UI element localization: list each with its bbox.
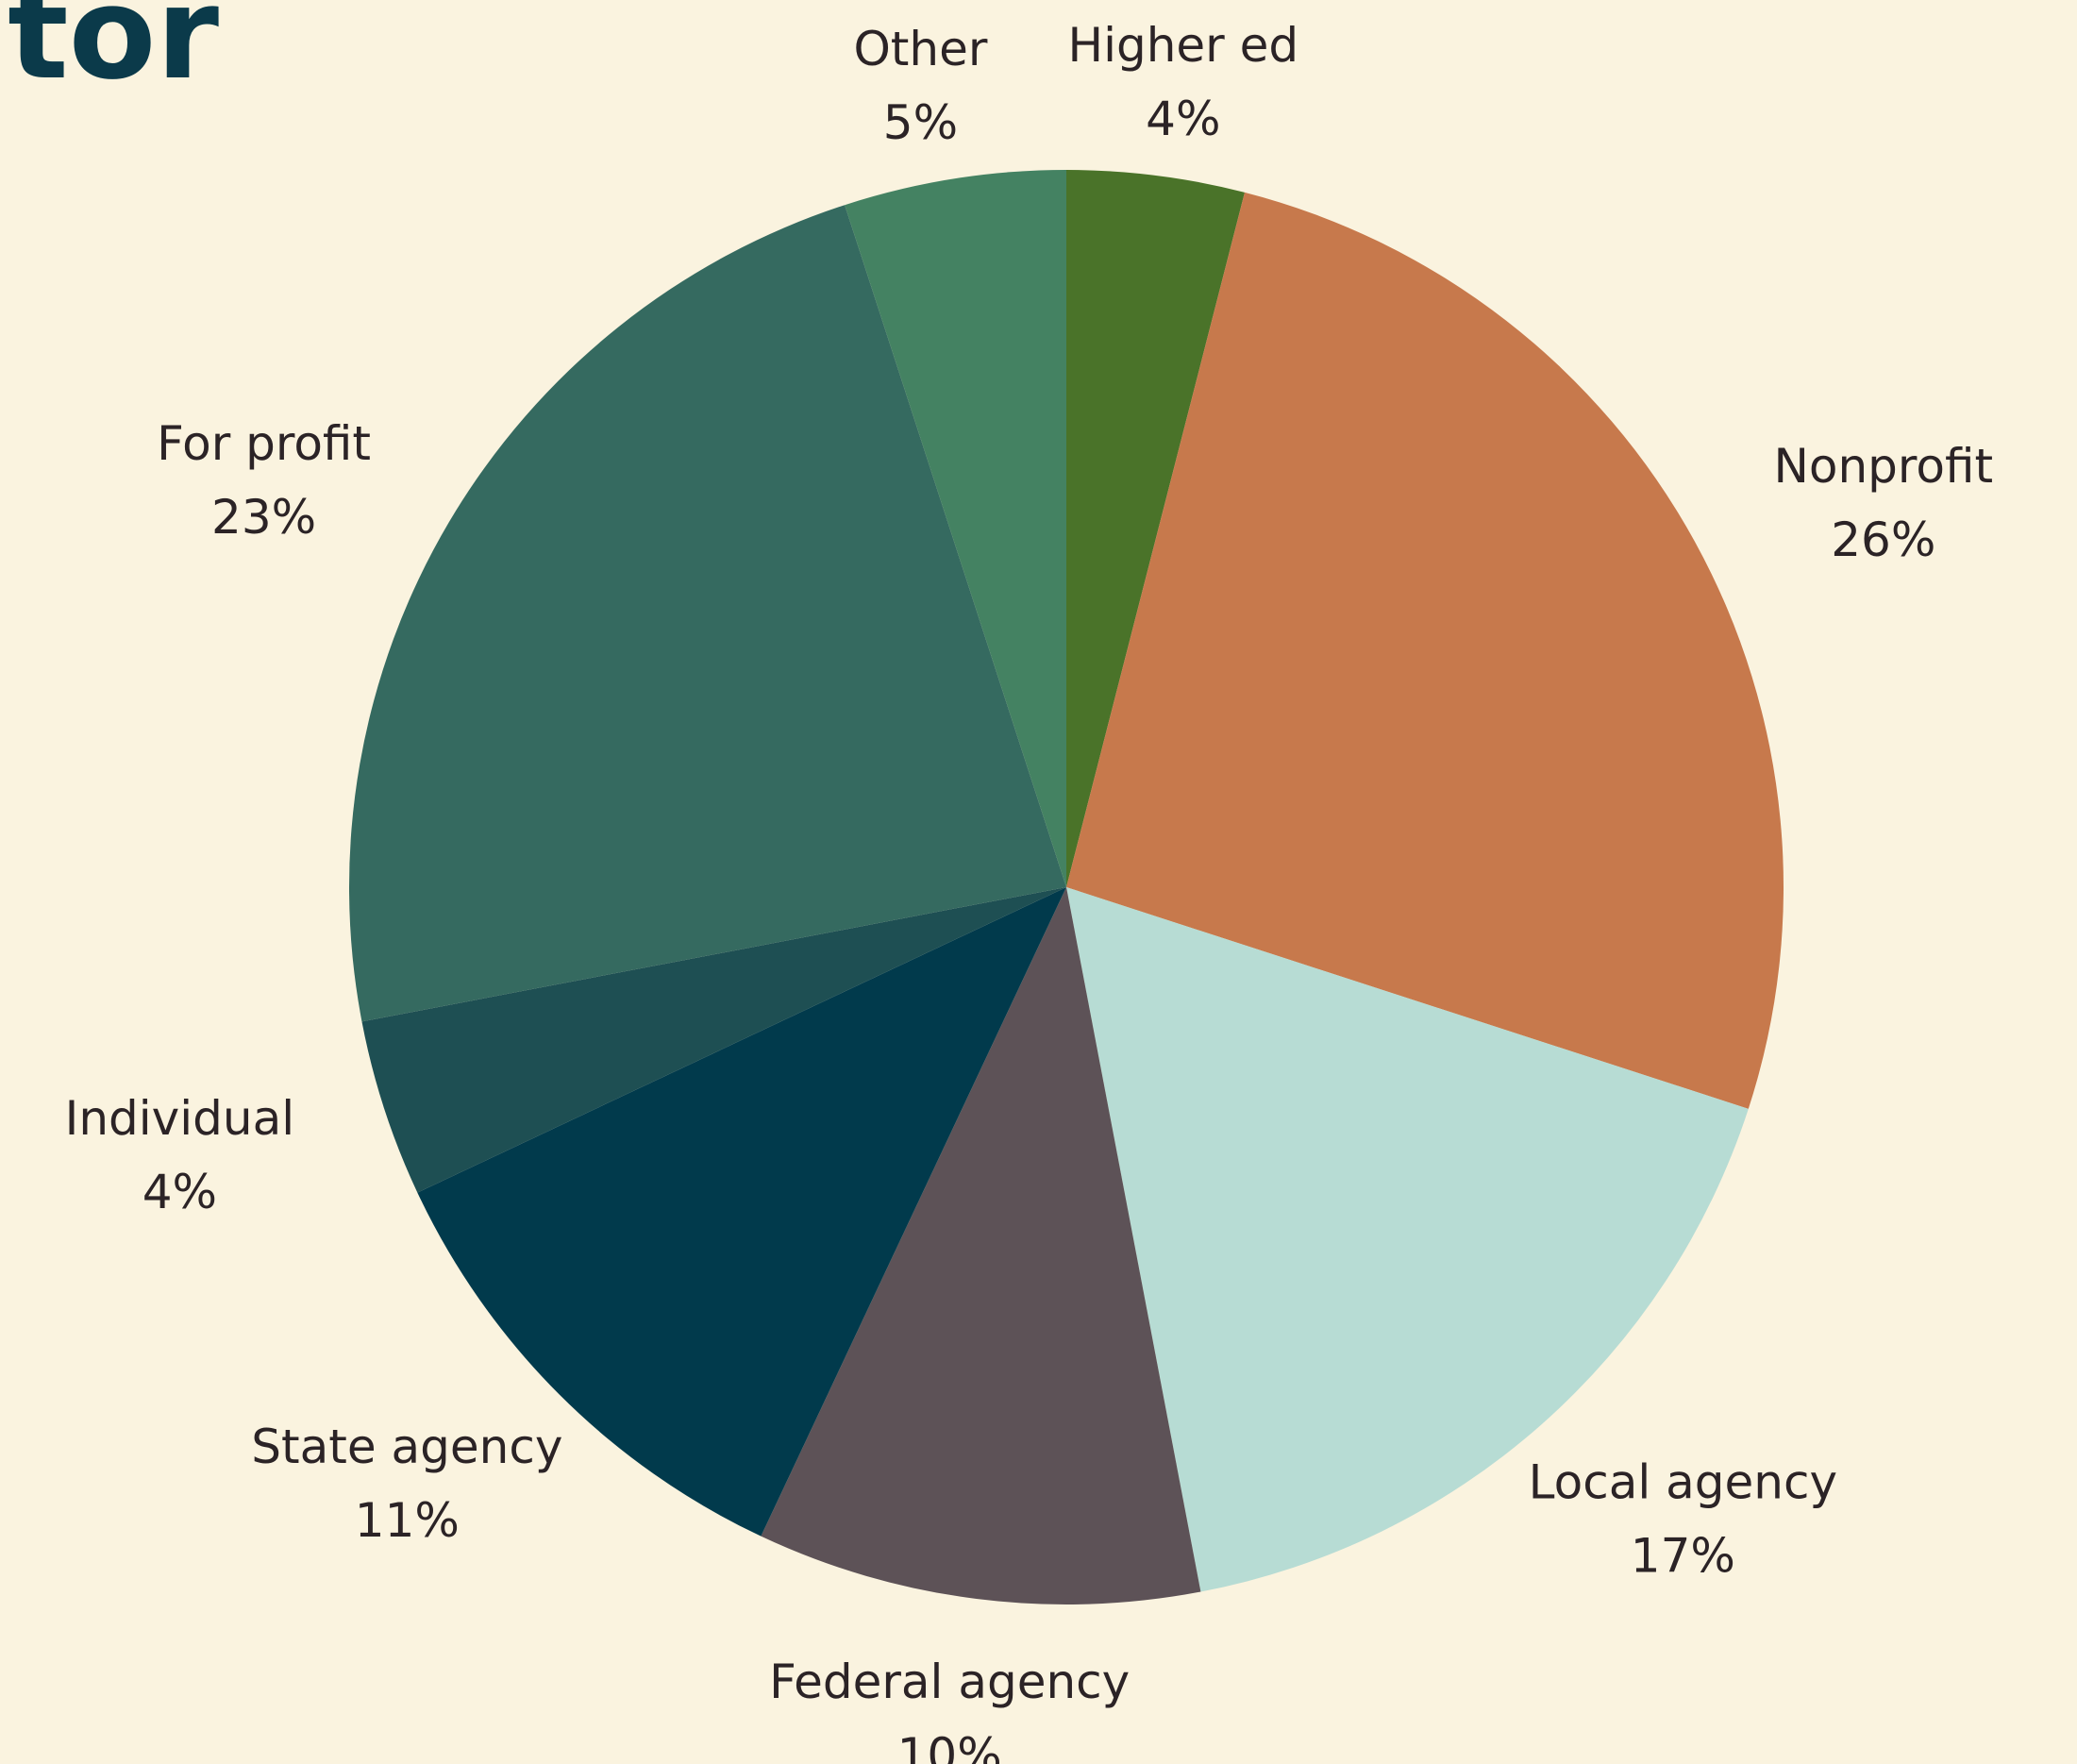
slice-label: Nonprofit <box>1774 439 1994 494</box>
pie-slice <box>1066 192 1784 1109</box>
slice-label: Federal agency <box>769 1655 1130 1709</box>
slice-value-label: 17% <box>1631 1529 1735 1584</box>
slice-value-label: 23% <box>211 490 316 545</box>
slice-value-label: 5% <box>883 95 958 150</box>
pie-slice <box>348 205 1066 1022</box>
slice-value-label: 26% <box>1831 512 1935 567</box>
slice-label: Individual <box>65 1091 295 1146</box>
slice-label: State agency <box>251 1420 562 1474</box>
slice-label: For profit <box>157 416 371 471</box>
slice-value-label: 11% <box>355 1493 460 1548</box>
pie-slice <box>361 887 1067 1193</box>
slice-label: Other <box>853 22 987 76</box>
chart-title: ctor <box>0 0 219 108</box>
slice-value-label: 4% <box>1146 92 1220 146</box>
slice-label: Local agency <box>1529 1455 1837 1510</box>
slice-value-label: 10% <box>897 1728 1002 1764</box>
pie-slice <box>1066 170 1246 887</box>
pie-slice <box>761 887 1201 1605</box>
pie-slice <box>417 887 1067 1537</box>
pie-slice <box>1066 887 1749 1592</box>
slice-value-label: 4% <box>142 1165 217 1219</box>
slice-label: Higher ed <box>1068 18 1299 73</box>
pie-slice <box>845 170 1066 887</box>
